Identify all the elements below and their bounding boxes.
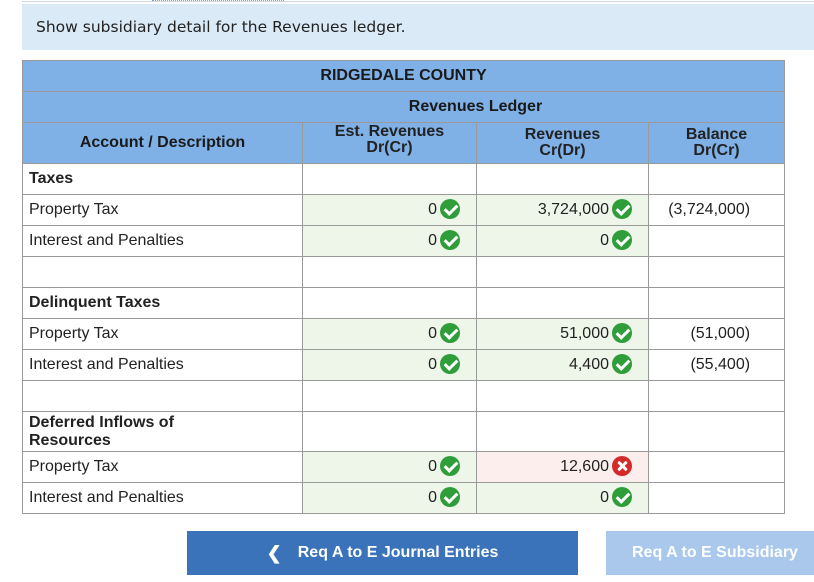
ledger-row: Property Tax 0 3,724,000 (3,724,000)	[22, 194, 786, 226]
revenues-value: 4,400	[568, 356, 609, 374]
est-revenues-value: 0	[428, 356, 437, 374]
column-header-est-revenues: Est. Revenues Dr(Cr)	[302, 122, 477, 164]
account-label: Interest and Penalties	[22, 225, 303, 257]
balance-value: (51,000)	[647, 318, 786, 350]
est-revenues-value: 0	[428, 489, 437, 507]
instruction-text: Show subsidiary detail for the Revenues …	[22, 4, 814, 50]
check-circle-icon	[612, 323, 632, 343]
revenues-value: 51,000	[560, 325, 609, 343]
balance-value	[647, 225, 786, 257]
section-heading-row: Deferred Inflows of Resources	[22, 411, 786, 452]
divider	[22, 1, 814, 2]
account-label: Property Tax	[22, 451, 303, 483]
est-revenues-value: 0	[428, 232, 437, 250]
column-header-revenues: Revenues Cr(Dr)	[476, 122, 649, 164]
check-circle-icon	[440, 456, 460, 476]
x-circle-icon	[612, 456, 632, 476]
column-header-account: Account / Description	[22, 122, 303, 164]
balance-value: (3,724,000)	[647, 194, 786, 226]
column-header-balance: Balance Dr(Cr)	[647, 122, 786, 164]
spacer-row	[22, 380, 786, 412]
ledger-title: Revenues Ledger	[302, 91, 649, 123]
check-circle-icon	[440, 323, 460, 343]
revenues-cell[interactable]: 0	[476, 482, 649, 514]
entity-row: RIDGEDALE COUNTY	[21, 60, 786, 92]
check-circle-icon	[612, 230, 632, 250]
section-heading-row: Delinquent Taxes	[22, 287, 786, 319]
next-req-label: Req A to E Subsidiary	[632, 544, 798, 561]
next-req-button[interactable]: Req A to E Subsidiary	[606, 531, 814, 575]
revenues-cell[interactable]: 0	[476, 225, 649, 257]
check-circle-icon	[440, 354, 460, 374]
check-circle-icon	[440, 487, 460, 507]
tab-indicator	[152, 0, 284, 1]
est-revenues-cell[interactable]: 0	[302, 349, 477, 381]
est-revenues-cell[interactable]: 0	[302, 194, 477, 226]
ledger-row: Property Tax 0 51,000 (51,000)	[22, 318, 786, 350]
account-label: Property Tax	[22, 318, 303, 350]
revenues-cell[interactable]: 4,400	[476, 349, 649, 381]
entity-name: RIDGEDALE COUNTY	[21, 60, 786, 92]
ledger-title-row: Revenues Ledger	[22, 91, 786, 123]
check-circle-icon	[612, 487, 632, 507]
revenues-value: 0	[600, 232, 609, 250]
revenues-cell[interactable]: 3,724,000	[476, 194, 649, 226]
revenues-value: 3,724,000	[537, 201, 609, 219]
est-revenues-cell[interactable]: 0	[302, 318, 477, 350]
est-revenues-cell[interactable]: 0	[302, 482, 477, 514]
check-circle-icon	[440, 230, 460, 250]
ledger-row: Interest and Penalties 0 0	[22, 225, 786, 257]
column-header-row: Account / Description Est. Revenues Dr(Cr…	[22, 122, 786, 164]
revenues-ledger-table: RIDGEDALE COUNTY Revenues Ledger Account…	[21, 60, 786, 514]
check-circle-icon	[612, 199, 632, 219]
balance-value: (55,400)	[647, 349, 786, 381]
revenues-value: 12,600	[560, 458, 609, 476]
ledger-row: Interest and Penalties 0 4,400 (55,400)	[22, 349, 786, 381]
est-revenues-value: 0	[428, 458, 437, 476]
est-revenues-cell[interactable]: 0	[302, 451, 477, 483]
ledger-row: Property Tax 0 12,600	[22, 451, 786, 483]
account-label: Property Tax	[22, 194, 303, 226]
prev-req-label: Req A to E Journal Entries	[297, 544, 499, 561]
est-revenues-value: 0	[428, 201, 437, 219]
revenues-cell[interactable]: 12,600	[476, 451, 649, 483]
section-heading-row: Taxes	[22, 163, 786, 195]
check-circle-icon	[612, 354, 632, 374]
balance-value	[647, 482, 786, 514]
section-heading: Taxes	[22, 163, 303, 195]
est-revenues-cell[interactable]: 0	[302, 225, 477, 257]
check-circle-icon	[440, 199, 460, 219]
section-heading: Delinquent Taxes	[22, 287, 303, 319]
section-heading: Deferred Inflows of Resources	[22, 411, 303, 452]
revenues-value: 0	[600, 489, 609, 507]
balance-value	[647, 451, 786, 483]
account-label: Interest and Penalties	[22, 482, 303, 514]
account-label: Interest and Penalties	[22, 349, 303, 381]
chevron-left-icon: ❮	[266, 542, 282, 563]
revenues-cell[interactable]: 51,000	[476, 318, 649, 350]
prev-req-button[interactable]: ❮ Req A to E Journal Entries	[187, 531, 578, 575]
est-revenues-value: 0	[428, 325, 437, 343]
ledger-row: Interest and Penalties 0 0	[22, 482, 786, 514]
spacer-row	[22, 256, 786, 288]
